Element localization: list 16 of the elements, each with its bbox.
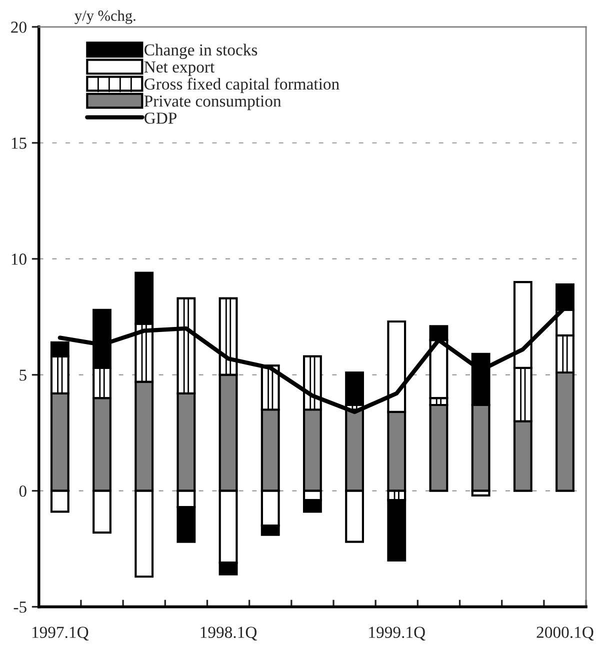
legend-label: Net export	[144, 62, 215, 76]
x-tick-label: 1998.1Q	[200, 626, 257, 641]
y-tick-label: 20	[11, 22, 26, 33]
legend-label: Private consumption	[144, 96, 282, 110]
y-tick-label: 0	[19, 486, 26, 497]
x-tick-label: 2000.1Q	[536, 626, 594, 641]
y-tick-label: 15	[12, 138, 26, 149]
y-tick-label: -5	[14, 602, 26, 613]
x-tick-label: 1997.1Q	[32, 626, 89, 641]
legend-label: Gross fixed capital formation	[144, 78, 340, 94]
y-tick-label: 10	[12, 254, 26, 265]
y-axis-title: y/y %chg.	[74, 10, 136, 24]
y-tick-label: 5	[20, 370, 26, 381]
legend-label: Change in stocks	[144, 44, 258, 59]
legend-label: GDP	[144, 112, 177, 124]
x-tick-label: 1999.1Q	[369, 626, 426, 641]
